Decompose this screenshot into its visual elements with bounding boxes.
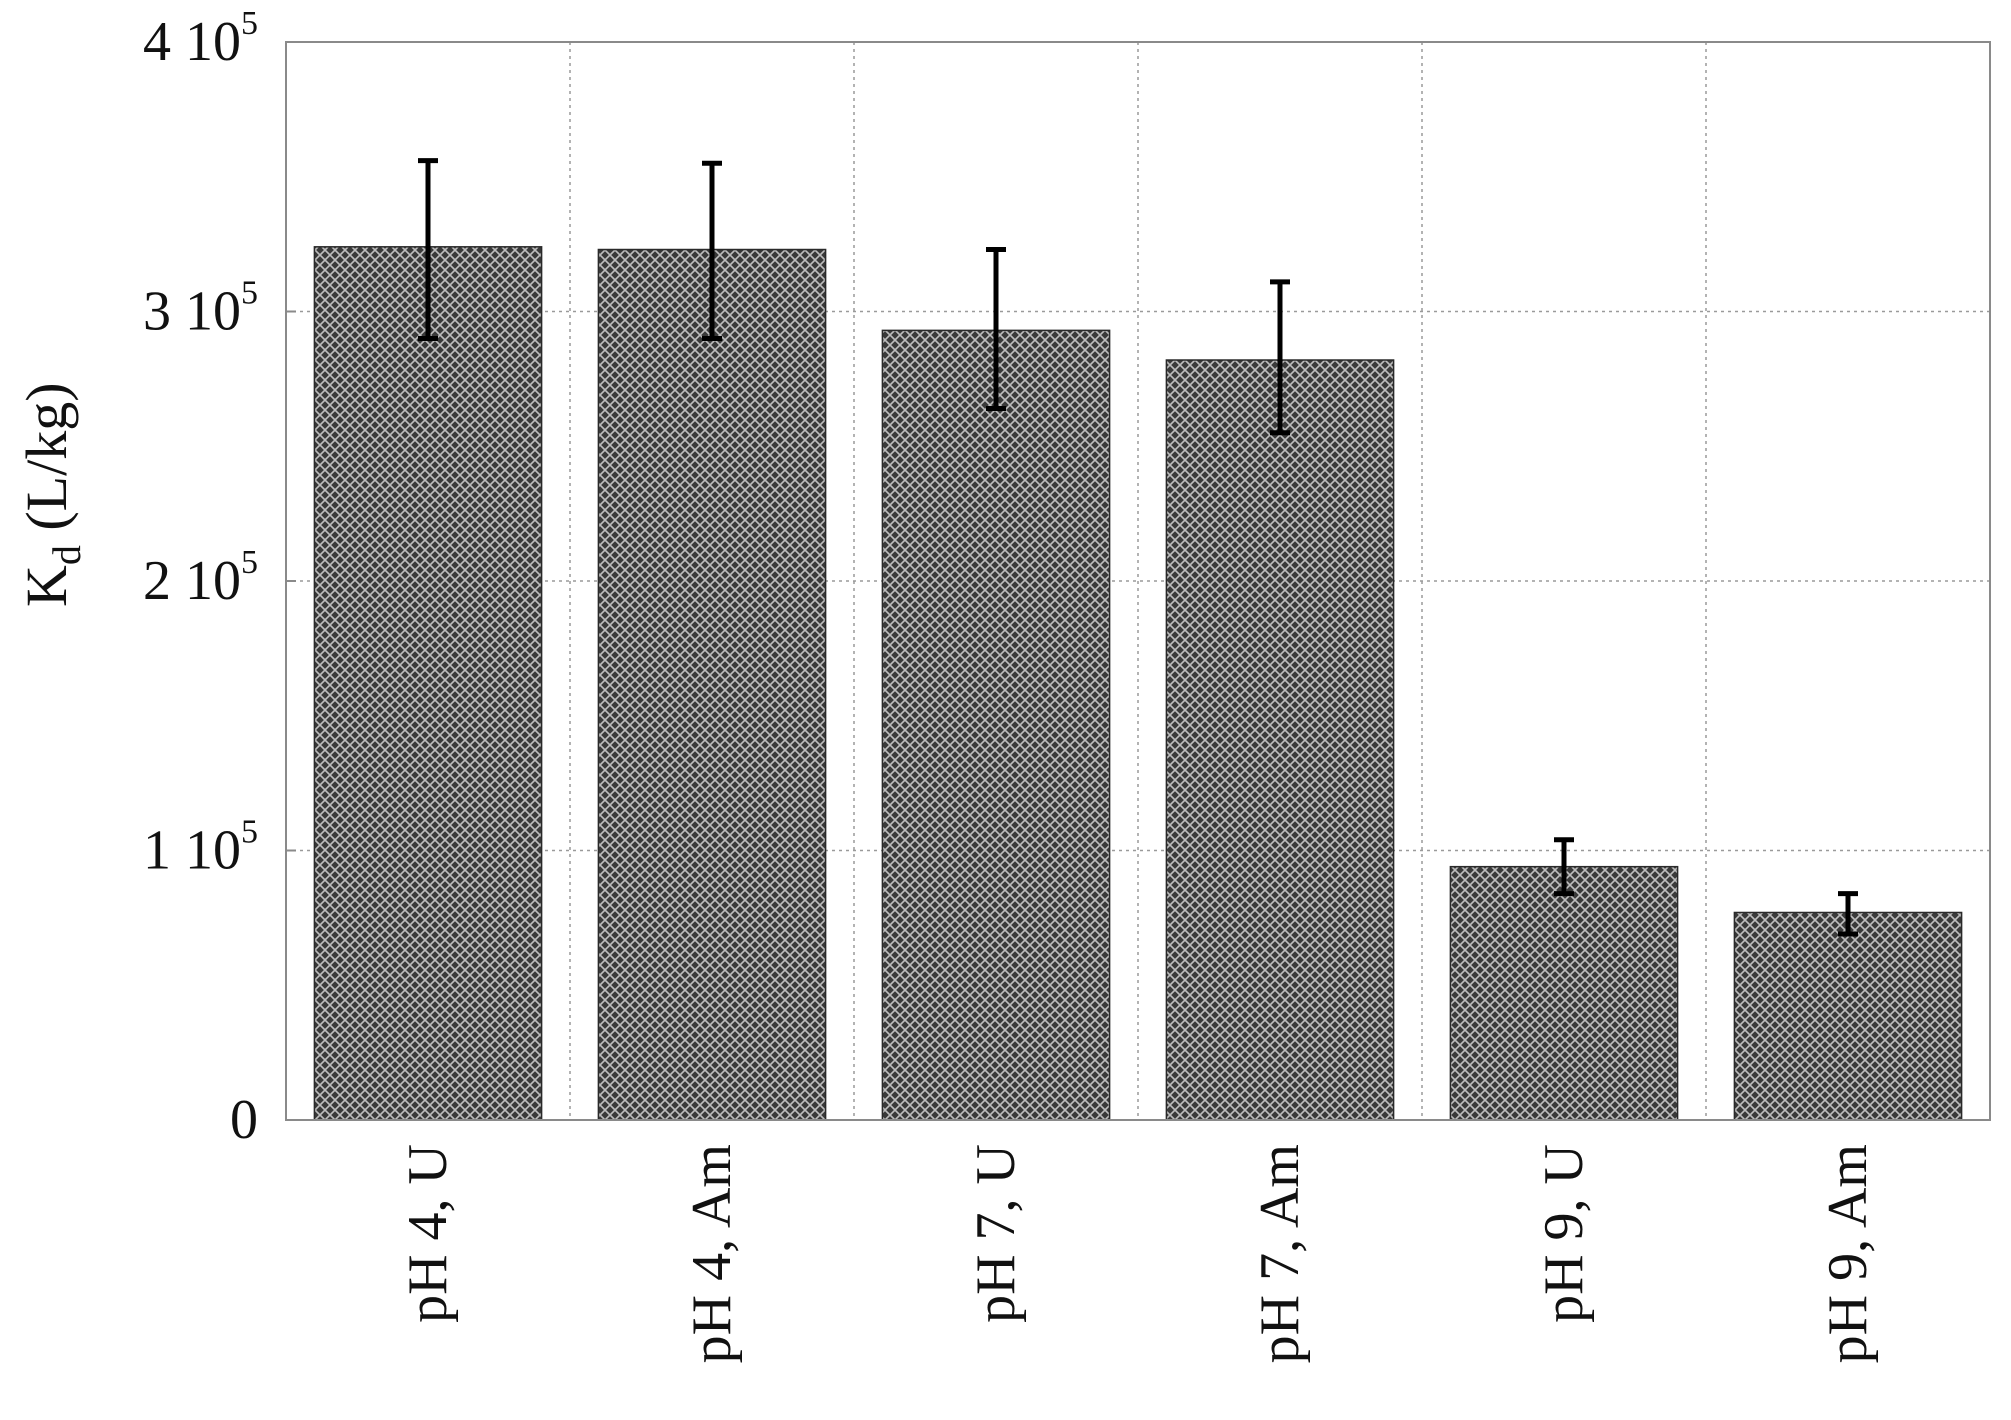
y-tick-label: 3 105 xyxy=(143,275,258,343)
error-bar xyxy=(986,247,1006,412)
bar xyxy=(1165,359,1395,1121)
x-tick-label: pH 9, Am xyxy=(1817,1144,1879,1363)
x-tick-label: pH 7, Am xyxy=(1249,1144,1311,1363)
x-tick-label: pH 9, U xyxy=(1533,1144,1595,1323)
bar xyxy=(597,248,827,1121)
bar xyxy=(313,246,543,1121)
x-tick-label: pH 4, U xyxy=(397,1144,459,1323)
bars xyxy=(313,246,1963,1121)
bar xyxy=(1449,865,1679,1121)
x-axis-ticks: pH 4, U pH 4, Am pH 7, U pH 7, Am pH 9, U pH … xyxy=(397,1144,1879,1363)
bar xyxy=(881,329,1111,1121)
error-bars xyxy=(418,158,1858,937)
y-tick-label: 0 xyxy=(230,1089,258,1151)
error-bar xyxy=(1838,891,1858,937)
y-tick-label: 4 105 xyxy=(143,5,258,73)
error-bar xyxy=(1270,279,1290,436)
error-bar xyxy=(1554,837,1574,897)
error-bar xyxy=(418,158,438,341)
x-tick-label: pH 4, Am xyxy=(681,1144,743,1363)
y-axis-label: Kd (L/kg) xyxy=(14,382,89,607)
grid xyxy=(286,41,1990,1121)
bar xyxy=(1733,911,1963,1121)
y-tick-label: 1 105 xyxy=(143,814,258,882)
error-bar xyxy=(702,160,722,341)
y-tick-label: 2 105 xyxy=(143,544,258,612)
x-tick-label: pH 7, U xyxy=(965,1144,1027,1323)
y-axis-ticks: 0 1 105 2 105 3 105 4 105 xyxy=(143,5,296,1151)
